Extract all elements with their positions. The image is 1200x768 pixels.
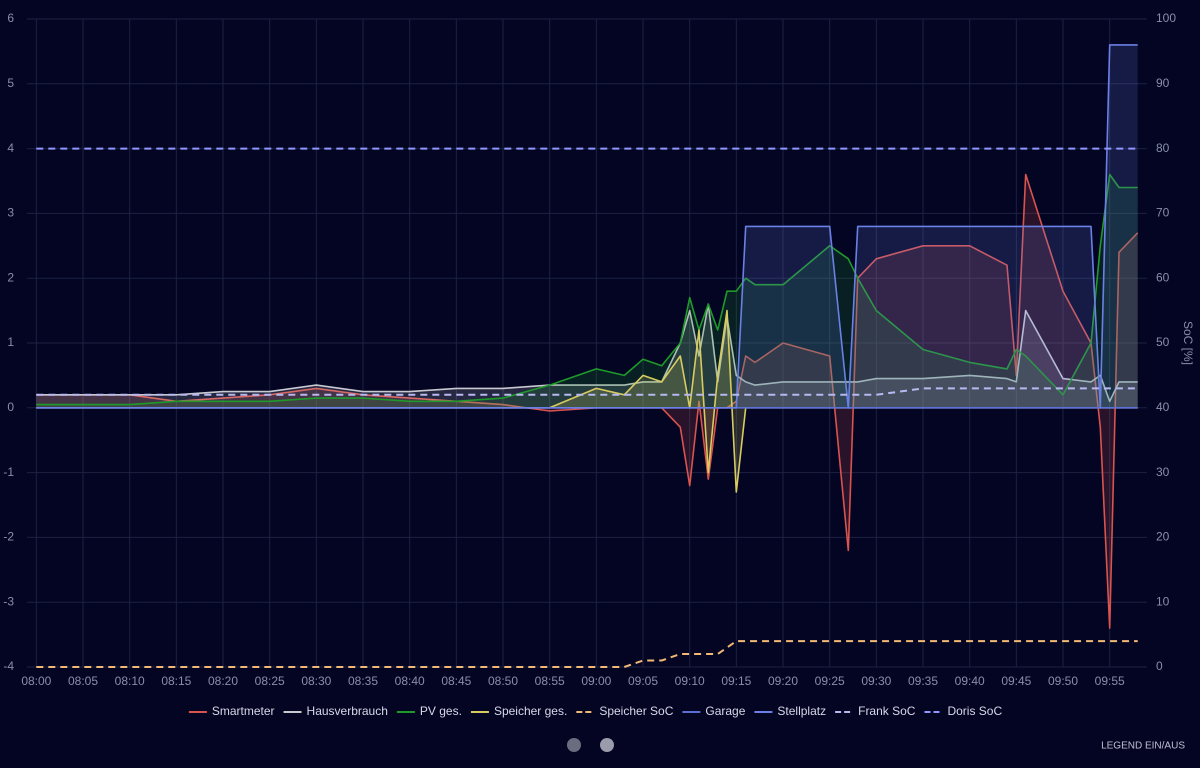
x-tick-label: 09:25 — [815, 674, 845, 688]
y-tick-label: 3 — [7, 206, 14, 220]
x-tick-label: 09:45 — [1001, 674, 1031, 688]
x-tick-label: 09:50 — [1048, 674, 1078, 688]
y2-tick-label: 20 — [1156, 530, 1170, 544]
x-tick-label: 08:25 — [255, 674, 285, 688]
series-line — [36, 44, 1138, 409]
x-tick-label: 09:30 — [861, 674, 891, 688]
y2-tick-label: 80 — [1156, 141, 1170, 155]
x-tick-label: 08:50 — [488, 674, 518, 688]
y2-tick-label: 60 — [1156, 270, 1170, 284]
y-tick-label: -2 — [3, 530, 14, 544]
legend-item[interactable]: Smartmeter — [188, 704, 275, 718]
legend-item[interactable]: Speicher SoC — [576, 704, 674, 718]
legend-toggle[interactable]: LEGEND EIN/AUS — [1101, 741, 1185, 752]
y2-tick-label: 0 — [1156, 659, 1163, 673]
y2-tick-label: 70 — [1156, 206, 1170, 220]
y2-tick-label: 40 — [1156, 400, 1170, 414]
x-tick-label: 09:15 — [721, 674, 751, 688]
x-tick-label: 08:20 — [208, 674, 238, 688]
legend-label: Speicher SoC — [599, 704, 673, 718]
x-tick-label: 09:00 — [581, 674, 611, 688]
x-tick-label: 09:40 — [955, 674, 985, 688]
x-tick-label: 09:05 — [628, 674, 658, 688]
legend-label: Speicher ges. — [494, 704, 567, 718]
legend-item[interactable]: Garage — [682, 704, 746, 718]
x-tick-label: 08:55 — [535, 674, 565, 688]
y-tick-label: 5 — [7, 76, 14, 90]
legend-label: Smartmeter — [212, 704, 275, 718]
x-tick-label: 09:10 — [675, 674, 705, 688]
legend-label: Hausverbrauch — [307, 704, 388, 718]
y2-tick-label: 30 — [1156, 465, 1170, 479]
legend: Smartmeter Hausverbrauch PV ges. Speicher g… — [188, 704, 1002, 718]
y2-tick-label: 100 — [1156, 11, 1176, 25]
legend-item[interactable]: Frank SoC — [835, 704, 916, 718]
y2-tick-label: 90 — [1156, 76, 1170, 90]
x-tick-label: 08:30 — [301, 674, 331, 688]
y-tick-label: 4 — [7, 141, 14, 155]
page-dot[interactable] — [567, 738, 581, 752]
area — [36, 44, 1138, 408]
y-tick-label: -3 — [3, 594, 14, 608]
legend-item[interactable]: Speicher ges. — [470, 704, 567, 718]
area — [36, 310, 1138, 492]
x-tick-label: 08:35 — [348, 674, 378, 688]
page-dot[interactable] — [600, 738, 614, 752]
area — [36, 174, 1138, 408]
x-tick-label: 08:00 — [21, 674, 51, 688]
series-line — [36, 173, 1138, 406]
legend-item[interactable]: PV ges. — [396, 704, 462, 718]
x-tick-label: 08:05 — [68, 674, 98, 688]
y-tick-label: -1 — [3, 465, 14, 479]
y-tick-label: -4 — [3, 659, 14, 673]
legend-label: PV ges. — [420, 704, 462, 718]
y2-tick-label: 10 — [1156, 594, 1170, 608]
y-tick-label: 2 — [7, 270, 14, 284]
legend-label: Doris SoC — [947, 704, 1002, 718]
x-tick-label: 09:20 — [768, 674, 798, 688]
legend-label: Frank SoC — [858, 704, 916, 718]
legend-item[interactable]: Stellplatz — [754, 704, 826, 718]
x-tick-label: 09:55 — [1095, 674, 1125, 688]
x-tick-label: 08:15 — [161, 674, 191, 688]
x-tick-label: 09:35 — [908, 674, 938, 688]
y-tick-label: 1 — [7, 335, 14, 349]
legend-label: Stellplatz — [777, 704, 826, 718]
series-line — [36, 640, 1138, 668]
legend-label: Garage — [705, 704, 745, 718]
y-tick-label: 0 — [7, 400, 14, 414]
y2-tick-label: 50 — [1156, 335, 1170, 349]
legend-item[interactable]: Doris SoC — [924, 704, 1002, 718]
y-tick-label: 6 — [7, 11, 14, 25]
x-tick-label: 08:45 — [441, 674, 471, 688]
x-tick-label: 08:10 — [115, 674, 145, 688]
y2-axis-label: SoC [%] — [1181, 321, 1195, 365]
x-tick-label: 08:40 — [395, 674, 425, 688]
legend-item[interactable]: Hausverbrauch — [283, 704, 388, 718]
